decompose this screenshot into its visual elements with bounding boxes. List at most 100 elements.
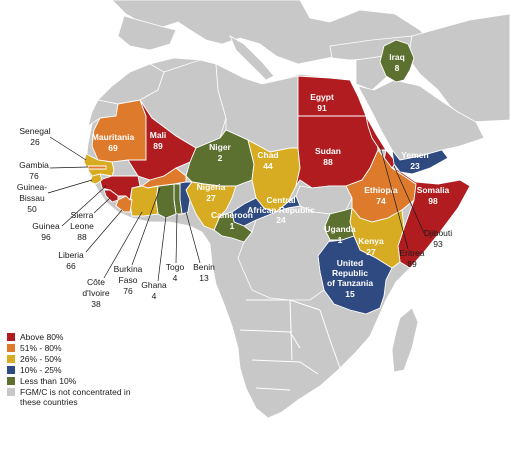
label-chad-name: Chad — [257, 150, 278, 160]
legend-item-above-80: Above 80% — [7, 332, 147, 343]
leader-senegal — [49, 136, 87, 161]
legend-item-not-concentrated: FGM/C is not concentrated in these count… — [7, 387, 147, 417]
label-niger-value: 2 — [218, 153, 223, 163]
label-cote-divoire-value: 38 — [91, 299, 101, 309]
label-sierra-leone-line1: Sierra — [71, 210, 94, 220]
label-ghana-name: Ghana — [141, 280, 167, 290]
region-drc — [237, 205, 331, 301]
label-eritrea-name: Eritrea — [399, 248, 424, 258]
legend-swatch — [7, 366, 15, 374]
label-sudan-name: Sudan — [315, 146, 341, 156]
label-ethiopia-name: Ethiopia — [364, 185, 398, 195]
legend-item-below-10: Less than 10% — [7, 376, 147, 387]
country-senegal[interactable] — [83, 153, 115, 177]
label-sudan-value: 88 — [323, 157, 333, 167]
label-burkina-line1: Burkina — [114, 264, 143, 274]
leader-guinea-bissau — [47, 179, 93, 194]
legend-swatch — [7, 355, 15, 363]
label-guinea-name: Guinea — [32, 221, 60, 231]
label-somalia-name: Somalia — [417, 185, 450, 195]
leader-gambia — [49, 166, 89, 169]
label-tanzania-line3: of Tanzania — [327, 278, 373, 288]
label-niger-name: Niger — [209, 142, 231, 152]
legend-swatch — [7, 377, 15, 385]
label-gambia-value: 76 — [29, 171, 39, 181]
legend-label: Less than 10% — [20, 376, 77, 386]
label-liberia-value: 66 — [66, 261, 76, 271]
label-benin-name: Benin — [193, 262, 215, 272]
country-sierra-leone[interactable] — [103, 189, 119, 203]
label-guinea-bissau-value: 50 — [27, 204, 37, 214]
legend-label: 51% - 80% — [20, 343, 62, 353]
label-egypt-name: Egypt — [310, 92, 334, 102]
legend-swatch — [7, 333, 15, 341]
label-togo-value: 4 — [173, 273, 178, 283]
legend: Above 80% 51% - 80% 26% - 50% 10% - 25% Less… — [7, 332, 147, 417]
label-burkina-value: 76 — [123, 286, 133, 296]
label-kenya-value: 27 — [366, 247, 376, 257]
leader-togo — [175, 213, 178, 264]
map-labels: Egypt 91 Sudan 88 Mali 89 Mauritania 69 … — [92, 52, 450, 299]
leader-guinea — [61, 185, 107, 227]
leader-ghana — [157, 215, 167, 282]
label-eritrea-value: 89 — [407, 259, 417, 269]
label-cameroon-value: 1 — [230, 221, 235, 231]
country-gambia[interactable] — [87, 165, 107, 170]
label-benin-value: 13 — [199, 273, 209, 283]
label-nigeria-value: 27 — [206, 193, 216, 203]
country-iraq[interactable] — [379, 39, 415, 83]
side-labels: Senegal 26 Gambia 76 Guinea- Bissau 50 G… — [17, 126, 452, 309]
label-mauritania-value: 69 — [108, 143, 118, 153]
legend-label: 26% - 50% — [20, 354, 62, 364]
label-mali-value: 89 — [153, 141, 163, 151]
label-yemen-value: 23 — [410, 161, 420, 171]
leader-cote-divoire — [103, 211, 143, 279]
label-iraq-name: Iraq — [389, 52, 405, 62]
label-sierra-leone-value: 88 — [77, 232, 87, 242]
country-ghana[interactable] — [155, 183, 177, 219]
label-burkina-line2: Faso — [119, 275, 138, 285]
country-cote-divoire[interactable] — [129, 185, 159, 217]
legend-item-p10-25: 10% - 25% — [7, 365, 147, 376]
legend-item-p51-80: 51% - 80% — [7, 343, 147, 354]
label-cote-divoire-line1: Côte — [87, 277, 105, 287]
region-arabia — [357, 79, 485, 161]
label-chad-value: 44 — [263, 161, 273, 171]
leader-sierra-leone — [93, 197, 111, 214]
label-djibouti-value: 93 — [433, 239, 443, 249]
label-tanzania-line1: United — [337, 258, 363, 268]
label-guinea-bissau-line1: Guinea- — [17, 182, 47, 192]
label-gambia-name: Gambia — [19, 160, 49, 170]
leader-eritrea — [379, 145, 409, 250]
leader-liberia — [85, 209, 123, 253]
label-djibouti-name: Djibouti — [424, 228, 452, 238]
label-uganda-value: 1 — [338, 235, 343, 245]
country-somalia[interactable] — [391, 167, 471, 269]
legend-swatch — [7, 344, 15, 352]
label-liberia-name: Liberia — [58, 250, 84, 260]
legend-item-p26-50: 26% - 50% — [7, 354, 147, 365]
legend-swatch — [7, 388, 15, 396]
label-senegal-name: Senegal — [19, 126, 50, 136]
label-nigeria-name: Nigeria — [197, 182, 226, 192]
leader-benin — [185, 211, 201, 264]
country-eritrea[interactable] — [365, 115, 387, 151]
label-car-line1: Central — [266, 195, 295, 205]
label-sierra-leone-line2: Leone — [70, 221, 94, 231]
country-cameroon[interactable] — [213, 211, 253, 243]
legend-label: Above 80% — [20, 332, 64, 342]
label-togo-name: Togo — [166, 262, 185, 272]
label-car-line2: African Republic — [247, 205, 315, 215]
country-yemen[interactable] — [391, 148, 449, 175]
label-guinea-bissau-line2: Bissau — [19, 193, 45, 203]
region-madagascar — [391, 307, 419, 373]
label-car-value: 24 — [276, 215, 286, 225]
label-ghana-value: 4 — [152, 291, 157, 301]
region-iberia — [117, 15, 177, 51]
leader-burkina — [131, 187, 161, 266]
label-yemen-name: Yemen — [401, 150, 428, 160]
legend-label: FGM/C is not concentrated in these count… — [20, 387, 131, 407]
label-mali-name: Mali — [150, 130, 167, 140]
label-kenya-name: Kenya — [358, 236, 384, 246]
